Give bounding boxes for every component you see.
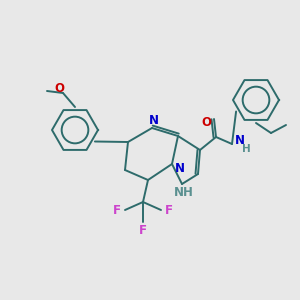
Text: NH: NH xyxy=(174,187,194,200)
Text: H: H xyxy=(242,144,250,154)
Text: O: O xyxy=(54,82,64,94)
Text: N: N xyxy=(235,134,245,146)
Text: N: N xyxy=(149,113,159,127)
Text: F: F xyxy=(165,203,173,217)
Text: F: F xyxy=(139,224,147,238)
Text: N: N xyxy=(175,161,185,175)
Text: F: F xyxy=(113,203,121,217)
Text: O: O xyxy=(201,116,211,130)
